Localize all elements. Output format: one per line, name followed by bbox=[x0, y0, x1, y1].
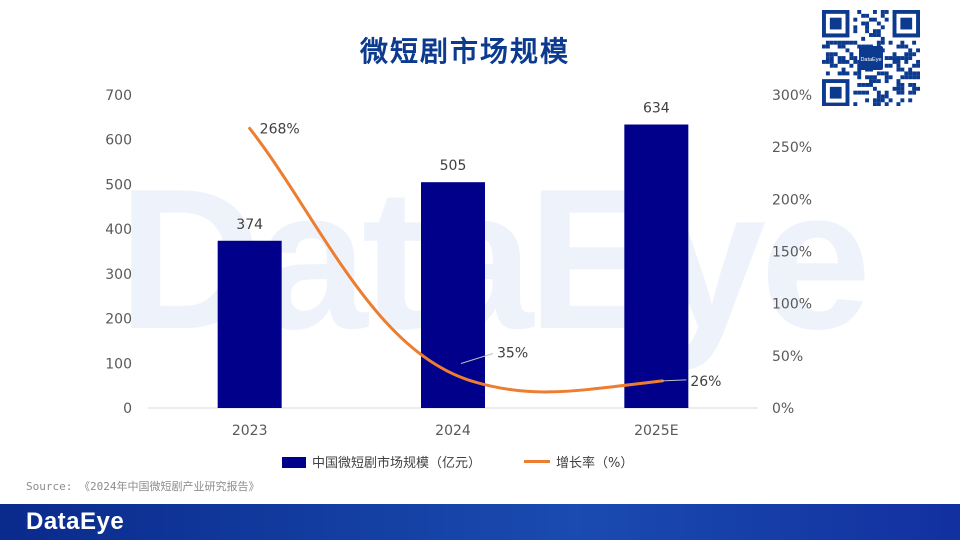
growth-rate-line bbox=[248, 126, 664, 394]
y-left-tick-label: 500 bbox=[105, 177, 132, 193]
footer-logo: DataEye bbox=[26, 508, 125, 535]
y-left-tick-label: 100 bbox=[105, 356, 132, 372]
y-left-tick-label: 200 bbox=[105, 312, 132, 328]
y-right-tick-label: 200% bbox=[772, 192, 812, 208]
x-tick-label: 2025E bbox=[634, 423, 678, 439]
bar-2025E bbox=[624, 124, 689, 409]
x-tick-label: 2023 bbox=[232, 423, 268, 439]
y-left-tick-label: 600 bbox=[105, 133, 132, 149]
y-right-tick-label: 0% bbox=[772, 401, 794, 417]
footer-bar: DataEye bbox=[0, 504, 960, 540]
y-left-tick-label: 700 bbox=[105, 88, 132, 104]
y-left-tick-label: 300 bbox=[105, 267, 132, 283]
bar-data-label: 505 bbox=[440, 158, 467, 174]
qr-code-icon: DataEye bbox=[822, 10, 920, 106]
source-note: Source: 《2024年中国微短剧产业研究报告》 bbox=[26, 480, 260, 493]
chart-title: 微短剧市场规模 bbox=[359, 35, 570, 68]
leader-line bbox=[662, 379, 687, 382]
bar-2023 bbox=[217, 240, 282, 408]
bar-2024 bbox=[421, 182, 485, 408]
legend-line-label: 增长率（%） bbox=[556, 456, 634, 471]
line-data-label: 26% bbox=[690, 374, 721, 390]
legend-line-swatch bbox=[524, 460, 550, 463]
x-tick-label: 2024 bbox=[435, 423, 471, 439]
y-left-tick-label: 400 bbox=[105, 222, 132, 238]
legend-item-bar: 中国微短剧市场规模（亿元） bbox=[282, 452, 481, 471]
y-right-tick-label: 300% bbox=[772, 88, 812, 104]
y-right-tick-label: 100% bbox=[772, 297, 812, 313]
line-data-label: 268% bbox=[260, 121, 300, 137]
legend-bar-label: 中国微短剧市场规模（亿元） bbox=[312, 456, 482, 471]
legend-bar-swatch bbox=[282, 457, 306, 468]
y-right-tick-label: 50% bbox=[772, 349, 803, 365]
svg-text:DataEye: DataEye bbox=[860, 57, 881, 63]
y-right-tick-label: 250% bbox=[772, 140, 812, 156]
line-data-label: 35% bbox=[497, 345, 528, 361]
chart-canvas: 0 100 200 300 400 500 600 700 0% 50% 100% 150% 200% 2… bbox=[105, 88, 812, 439]
legend-item-line: 增长率（%） bbox=[524, 452, 633, 471]
bar-data-label: 634 bbox=[643, 101, 670, 117]
bar-data-label: 374 bbox=[236, 217, 263, 233]
y-right-tick-label: 150% bbox=[772, 245, 812, 261]
leader-line bbox=[460, 353, 494, 364]
y-left-tick-label: 0 bbox=[123, 401, 132, 417]
